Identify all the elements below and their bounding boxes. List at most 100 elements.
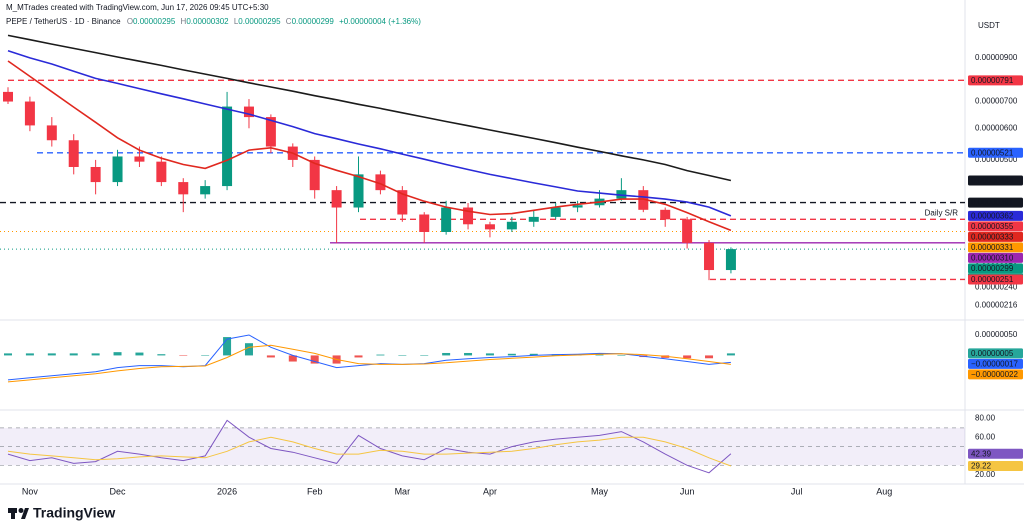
- indicator-line: [7, 50, 732, 217]
- histogram-bar: [223, 337, 232, 356]
- axis-label: −0.00000022: [971, 370, 1018, 379]
- x-tick-label: Jul: [791, 486, 803, 496]
- indicator-line: [7, 34, 732, 182]
- y-tick-label: 0.00000240: [975, 282, 1018, 291]
- axis-label: 0.00000333: [971, 233, 1014, 242]
- candle-body: [156, 161, 167, 183]
- axis-label: 0.00000355: [971, 222, 1014, 231]
- ohlc-value: 0.00000295: [238, 17, 281, 26]
- histogram-bar: [726, 353, 735, 356]
- candle-body: [243, 106, 254, 118]
- candle-body: [222, 106, 233, 187]
- axis-label-bg: [968, 274, 1023, 285]
- candle-body: [309, 159, 320, 191]
- axis-label: 42.39: [971, 449, 992, 458]
- axis-label: 0.00000521: [971, 148, 1014, 157]
- axis-label-bg: [968, 263, 1023, 274]
- histogram-bar: [266, 355, 275, 358]
- histogram-bar: [617, 355, 626, 356]
- x-tick-label: Apr: [483, 486, 497, 496]
- credit: M_MTrades created with TradingView.com, …: [6, 3, 269, 12]
- candle-body: [3, 91, 13, 102]
- symbol: PEPE / TetherUS · 1D · Binance: [6, 17, 121, 26]
- histogram-bar: [288, 355, 297, 362]
- logo-shape: [11, 508, 15, 519]
- axis-label-bg: [968, 210, 1023, 221]
- x-tick-label: Aug: [876, 486, 892, 496]
- y-tick-label: 0.00000900: [975, 53, 1018, 62]
- candle-body: [375, 174, 386, 191]
- candle-body: [463, 207, 474, 225]
- candle-body: [134, 156, 145, 162]
- candle-body: [419, 214, 430, 232]
- symbol-line: PEPE / TetherUS · 1D · Binance O0.000002…: [6, 17, 421, 26]
- axis-label: −0.00000017: [971, 359, 1018, 368]
- axis-label-bg: [968, 147, 1023, 158]
- logo: [8, 508, 29, 519]
- ohlc-key: C: [286, 17, 292, 26]
- y-tick-label: 20.00: [975, 470, 996, 479]
- histogram-bar: [529, 353, 538, 356]
- histogram-bar: [442, 352, 451, 356]
- axis-label: 0.00000310: [971, 254, 1014, 263]
- x-tick-label: Feb: [307, 486, 323, 496]
- ohlc-key: L: [234, 17, 239, 26]
- candle-body: [441, 207, 452, 232]
- axis-label: 0.00000005: [971, 349, 1014, 358]
- candle-body: [397, 190, 408, 215]
- y-tick-label: 60.00: [975, 432, 996, 441]
- unit-label: USDT: [978, 21, 1000, 30]
- axis-label-bg: [968, 175, 1023, 186]
- candle-body: [506, 221, 517, 230]
- candle-body: [704, 242, 715, 271]
- candle-body: [660, 209, 671, 220]
- histogram-bar: [683, 355, 692, 359]
- axis-label: 0.00000791: [971, 76, 1014, 85]
- candle-body: [68, 140, 79, 167]
- histogram-bar: [179, 355, 188, 356]
- axis-label: 0.00000391: [971, 198, 1014, 207]
- histogram-bar: [69, 353, 78, 356]
- candle-body: [178, 182, 189, 195]
- histogram-bar: [420, 355, 429, 356]
- y-tick-label: 80.00: [975, 414, 996, 423]
- candle-body: [353, 174, 364, 208]
- x-tick-label: Jun: [680, 486, 695, 496]
- axis-label: 0.00000331: [971, 243, 1014, 252]
- axis-label: 0.00000362: [971, 212, 1014, 221]
- axis-label: 0.00000444: [971, 176, 1014, 185]
- axis-label-bg: [968, 461, 1023, 472]
- axis-label-bg: [968, 221, 1023, 232]
- candle-body: [484, 224, 495, 230]
- y-tick-label: 0.00000216: [975, 301, 1018, 310]
- histogram-bar: [157, 354, 166, 356]
- candle-body: [572, 205, 583, 208]
- axis-label-bg: [968, 197, 1023, 208]
- change: +0.00000004 (+1.36%): [339, 17, 421, 26]
- histogram-bar: [244, 343, 253, 356]
- candle-body: [24, 101, 35, 126]
- indicator-line: [7, 344, 731, 383]
- candle-body: [331, 190, 342, 208]
- histogram-bar: [310, 355, 319, 364]
- candle-body: [265, 117, 276, 147]
- candle-body: [616, 190, 627, 199]
- y-tick-label: 0.00000050: [975, 330, 1018, 339]
- histogram-bar: [705, 355, 714, 359]
- x-tick-label: 2026: [217, 486, 237, 496]
- axis-label-bg: [968, 252, 1023, 263]
- histogram-bar: [595, 354, 604, 356]
- axis-label-bg: [968, 242, 1023, 253]
- histogram-bar: [91, 353, 100, 356]
- axis-label-bg: [968, 348, 1023, 359]
- candle-body: [112, 156, 123, 183]
- histogram-bar: [485, 353, 494, 356]
- histogram-bar: [113, 352, 122, 356]
- y-tick-label: 0.00000700: [975, 97, 1018, 106]
- histogram-bar: [47, 353, 56, 356]
- candle-body: [638, 190, 649, 210]
- candle-body: [725, 249, 736, 271]
